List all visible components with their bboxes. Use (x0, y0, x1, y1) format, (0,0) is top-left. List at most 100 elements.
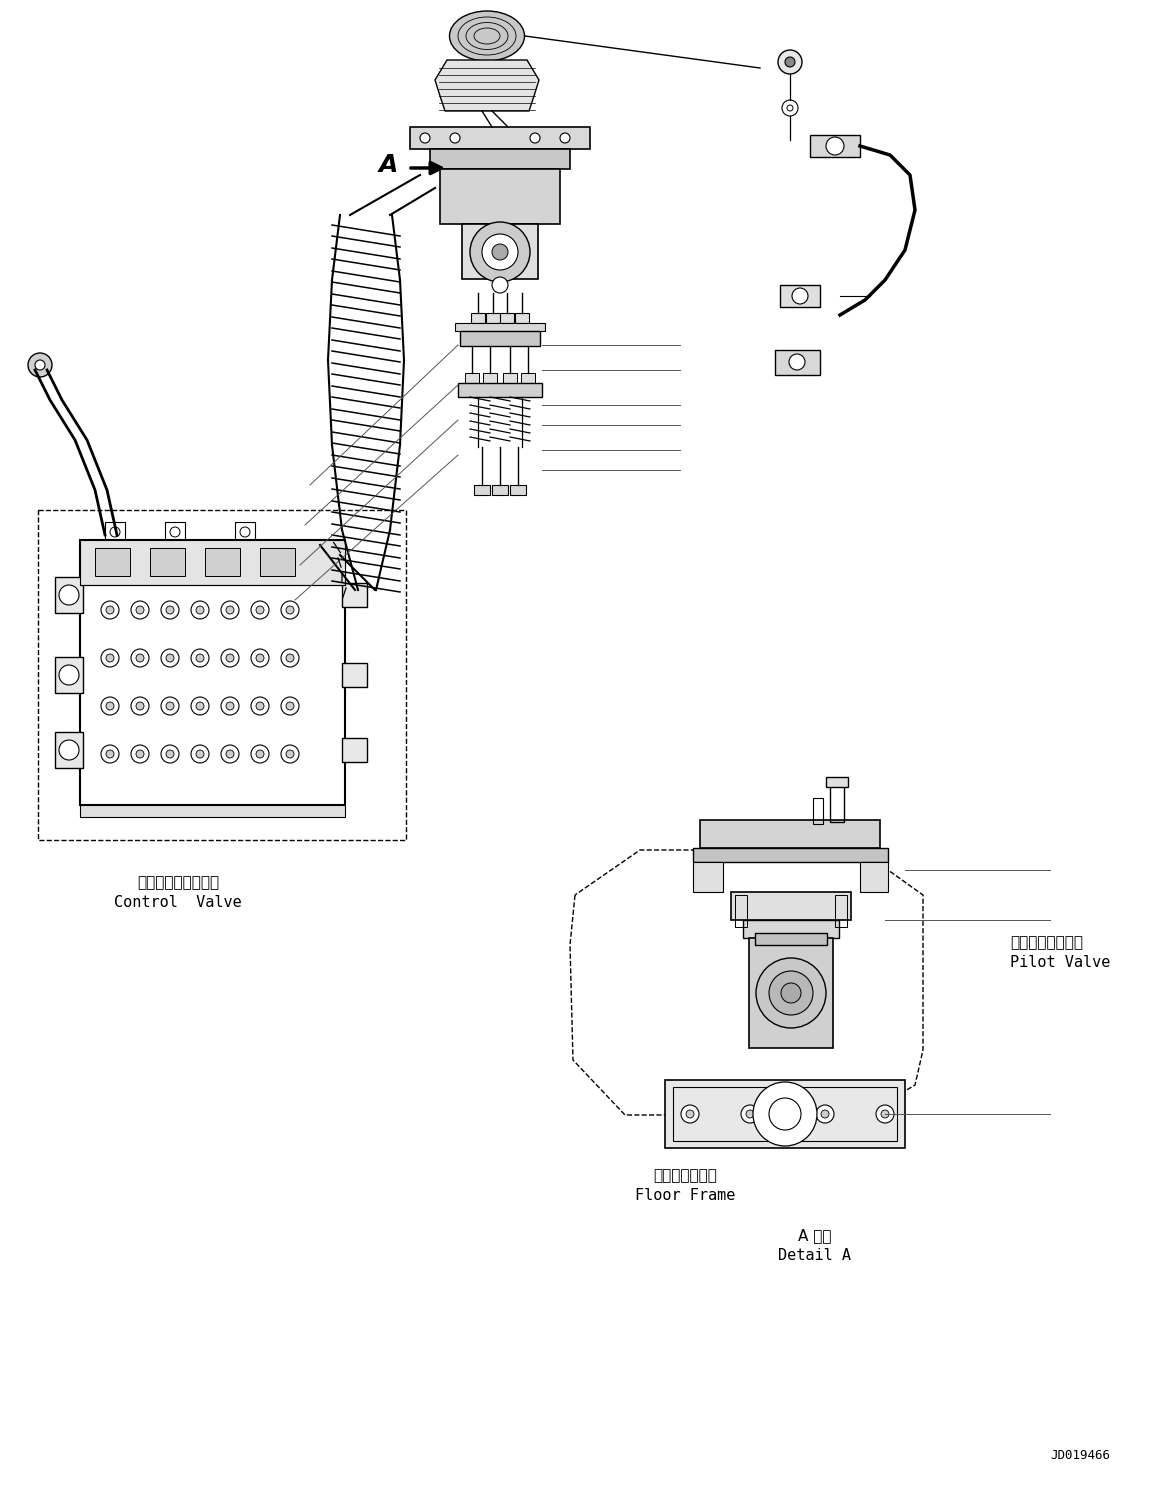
Circle shape (286, 702, 294, 710)
Circle shape (560, 133, 570, 143)
Bar (440, 168, 560, 224)
Circle shape (59, 584, 79, 605)
Text: A 詳細: A 詳細 (798, 1229, 832, 1243)
Circle shape (787, 104, 793, 110)
Circle shape (191, 601, 209, 619)
Circle shape (101, 649, 119, 666)
Circle shape (137, 655, 143, 662)
Bar (482, 373, 498, 383)
Circle shape (137, 702, 143, 710)
Bar (410, 127, 590, 149)
Circle shape (35, 359, 45, 370)
Text: Control  Valve: Control Valve (115, 895, 242, 910)
Circle shape (170, 526, 180, 537)
Bar (830, 781, 843, 822)
Circle shape (106, 655, 115, 662)
Circle shape (876, 1105, 894, 1123)
Circle shape (106, 750, 115, 757)
Circle shape (826, 137, 843, 155)
Bar (460, 331, 540, 346)
Circle shape (161, 649, 179, 666)
Bar (503, 373, 517, 383)
Bar (80, 805, 345, 817)
Circle shape (221, 696, 239, 716)
Circle shape (226, 750, 234, 757)
Bar (486, 313, 500, 324)
Bar (515, 313, 529, 324)
Bar (474, 485, 491, 495)
Bar (462, 224, 538, 279)
Circle shape (740, 1105, 759, 1123)
Text: Detail A: Detail A (779, 1248, 852, 1263)
Circle shape (482, 234, 518, 270)
Bar (693, 862, 723, 892)
Bar (826, 777, 848, 787)
Circle shape (196, 750, 204, 757)
Bar (756, 933, 827, 945)
Text: JD019466: JD019466 (1051, 1449, 1110, 1463)
Text: コントロールバルブ: コントロールバルブ (137, 875, 219, 890)
Bar (80, 540, 345, 584)
Circle shape (161, 696, 179, 716)
Bar (521, 373, 535, 383)
Circle shape (256, 655, 264, 662)
Circle shape (756, 959, 826, 1027)
Bar (430, 149, 570, 168)
Circle shape (106, 605, 115, 614)
Circle shape (281, 696, 299, 716)
Bar (749, 938, 833, 1048)
Circle shape (137, 605, 143, 614)
Circle shape (251, 601, 268, 619)
Circle shape (101, 601, 119, 619)
Bar (56, 658, 83, 693)
Text: Pilot Valve: Pilot Valve (1010, 956, 1111, 971)
Bar (260, 549, 295, 576)
Circle shape (769, 1097, 801, 1130)
Circle shape (165, 605, 174, 614)
Circle shape (784, 57, 795, 67)
Bar (56, 732, 83, 768)
Circle shape (239, 526, 250, 537)
Circle shape (191, 696, 209, 716)
Circle shape (131, 649, 149, 666)
Bar (673, 1087, 897, 1141)
Bar (165, 522, 185, 543)
Circle shape (226, 655, 234, 662)
Circle shape (769, 971, 813, 1015)
Circle shape (251, 649, 268, 666)
Circle shape (492, 245, 508, 259)
Bar (743, 920, 839, 938)
Bar (455, 324, 545, 331)
Circle shape (161, 746, 179, 763)
Bar (835, 895, 847, 927)
Circle shape (59, 740, 79, 760)
Circle shape (196, 655, 204, 662)
Circle shape (251, 746, 268, 763)
Bar (342, 663, 367, 687)
Circle shape (450, 133, 460, 143)
Bar (775, 350, 820, 376)
Circle shape (101, 746, 119, 763)
Bar (235, 522, 255, 543)
Circle shape (281, 649, 299, 666)
Circle shape (131, 601, 149, 619)
Bar (56, 577, 83, 613)
Circle shape (221, 649, 239, 666)
Bar (458, 383, 541, 397)
Text: フロアフレーム: フロアフレーム (653, 1167, 717, 1182)
Circle shape (880, 1109, 889, 1118)
Circle shape (821, 1109, 830, 1118)
Circle shape (420, 133, 430, 143)
Bar (500, 313, 514, 324)
Bar (150, 549, 185, 576)
Circle shape (226, 702, 234, 710)
Circle shape (196, 702, 204, 710)
Circle shape (131, 696, 149, 716)
Bar (731, 892, 852, 920)
Circle shape (281, 601, 299, 619)
Bar (80, 540, 345, 805)
Bar (205, 549, 239, 576)
Circle shape (492, 277, 508, 294)
Circle shape (286, 750, 294, 757)
Bar (700, 820, 880, 848)
